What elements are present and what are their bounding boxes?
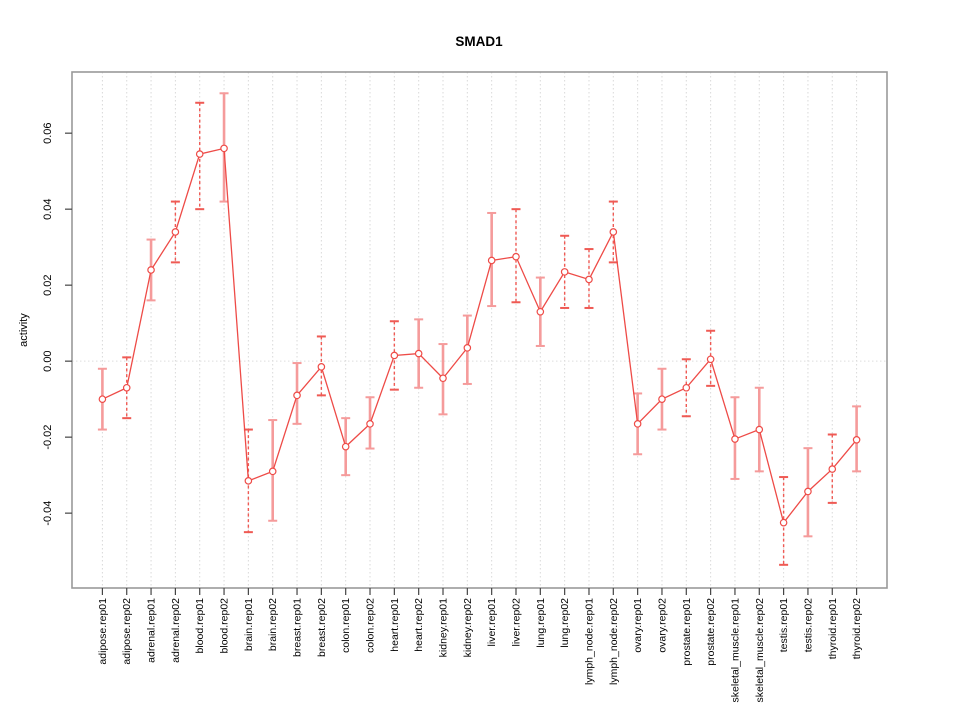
x-tick-label: testis.rep01 [778, 598, 790, 652]
grid-layer [72, 72, 887, 588]
data-point [609, 228, 618, 236]
error-bar [706, 329, 716, 387]
data-point [390, 351, 399, 360]
x-tick-label: kidney.rep01 [438, 598, 450, 658]
y-tick-label: -0.04 [42, 501, 54, 526]
x-tick-label: liver.rep01 [486, 598, 498, 647]
data-point [439, 374, 447, 383]
x-tick-label: brain.rep01 [243, 598, 255, 651]
x-tick-label: breast.rep02 [316, 598, 328, 657]
data-point [779, 518, 788, 527]
y-tick-label: 0.04 [42, 198, 54, 219]
x-tick-label: brain.rep02 [267, 598, 279, 651]
data-point [317, 363, 326, 371]
data-point [414, 349, 423, 358]
x-tick-label: liver.rep02 [510, 598, 522, 647]
data-point [268, 467, 277, 476]
data-point [366, 420, 374, 428]
data-point [195, 150, 204, 158]
x-tick-label: lung.rep01 [535, 598, 547, 648]
data-point [244, 477, 253, 485]
y-tick-label: 0.06 [42, 122, 54, 143]
data-point [463, 344, 472, 352]
x-tick-label: thyroid.rep02 [851, 598, 863, 659]
x-tick-label: ovary.rep01 [632, 598, 644, 653]
x-tick-label: colon.rep01 [340, 598, 352, 653]
data-point [731, 435, 739, 443]
x-tick-label: prostate.rep02 [705, 598, 717, 666]
x-tick-label: kidney.rep02 [462, 598, 474, 658]
data-point [341, 442, 350, 451]
data-point [171, 228, 180, 236]
data-point [755, 425, 764, 434]
data-point [98, 395, 107, 403]
data-point [560, 268, 569, 276]
x-tick-label: ovary.rep02 [656, 598, 668, 653]
data-point [804, 487, 812, 496]
x-tick-label: adrenal.rep02 [170, 598, 182, 663]
data-point [293, 391, 301, 400]
x-tick-label: skeletal_muscle.rep02 [754, 598, 766, 703]
y-tick-label: 0.02 [42, 274, 54, 295]
data-point [706, 355, 715, 364]
axis-layer: adipose.rep01 adipose.rep02 adrenal.rep01 a… [42, 71, 888, 703]
x-tick-label: prostate.rep01 [681, 598, 693, 666]
data-line [102, 147, 858, 525]
plot-border [71, 71, 888, 589]
x-tick-label: lymph_node.rep02 [608, 598, 620, 685]
x-tick-label: heart.rep02 [413, 598, 425, 652]
chart-title: SMAD1 [455, 34, 503, 49]
data-point [122, 383, 131, 392]
data-point [512, 252, 520, 261]
x-tick-label: lymph_node.rep01 [583, 598, 595, 685]
x-tick-label: adipose.rep01 [97, 598, 109, 665]
x-tick-label: breast.rep01 [292, 598, 304, 657]
x-tick-label: skeletal_muscle.rep01 [729, 598, 741, 703]
x-tick-label: blood.rep02 [219, 598, 231, 654]
data-point [585, 275, 593, 284]
data-point [828, 465, 837, 473]
x-tick-label: lung.rep02 [559, 598, 571, 648]
data-point [536, 307, 545, 316]
x-tick-label: thyroid.rep01 [827, 598, 839, 659]
x-tick-label: blood.rep01 [194, 598, 206, 654]
y-tick-label: 0.00 [42, 350, 54, 371]
x-tick-label: testis.rep02 [802, 598, 814, 652]
y-tick-label: -0.02 [42, 425, 54, 450]
x-tick-label: adrenal.rep01 [146, 598, 158, 663]
x-tick-label: heart.rep01 [389, 598, 401, 652]
data-point [658, 395, 666, 403]
y-axis-label: activity [18, 313, 30, 347]
data-point [220, 144, 228, 153]
data-layer [97, 92, 862, 566]
data-point [682, 383, 691, 392]
data-point [487, 256, 496, 265]
data-point [852, 436, 861, 444]
x-tick-label: colon.rep02 [365, 598, 377, 653]
data-point [633, 420, 642, 428]
x-tick-label: adipose.rep02 [121, 598, 133, 665]
error-bar [779, 476, 789, 566]
data-point [147, 266, 155, 274]
